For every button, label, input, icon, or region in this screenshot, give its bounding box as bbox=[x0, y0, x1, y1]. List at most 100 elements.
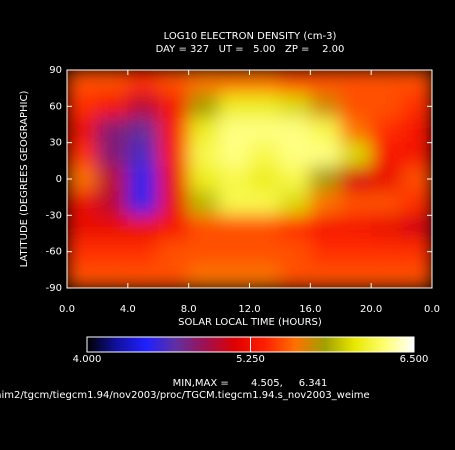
cell bbox=[249, 93, 281, 119]
cell bbox=[67, 239, 98, 265]
cell bbox=[249, 70, 281, 95]
cell bbox=[157, 93, 190, 119]
cell bbox=[67, 142, 98, 168]
x-tick-label: 4.0 bbox=[120, 304, 136, 315]
cell bbox=[279, 117, 311, 144]
cell bbox=[401, 166, 432, 192]
heatmap bbox=[67, 70, 432, 288]
cell bbox=[188, 239, 220, 265]
cell bbox=[309, 93, 342, 119]
colorbar-tick-label: 5.250 bbox=[236, 354, 265, 365]
cell bbox=[340, 263, 372, 288]
cell bbox=[127, 93, 159, 119]
cell bbox=[218, 190, 250, 216]
y-tick-label: -90 bbox=[46, 283, 62, 294]
x-tick-label: 16.0 bbox=[299, 304, 321, 315]
cell bbox=[157, 239, 190, 265]
cell bbox=[370, 142, 403, 168]
x-tick-label: 20.0 bbox=[360, 304, 382, 315]
min-max: MIN,MAX = 4.505, 6.341 bbox=[173, 378, 328, 389]
colorbar-tick-label: 6.500 bbox=[400, 354, 429, 365]
cell bbox=[249, 166, 281, 192]
cell bbox=[67, 190, 98, 216]
cell bbox=[188, 263, 220, 288]
cell bbox=[67, 93, 98, 119]
cell bbox=[370, 190, 403, 216]
cell bbox=[67, 214, 98, 241]
y-tick-label: -60 bbox=[46, 247, 62, 258]
y-tick-label: 90 bbox=[49, 65, 62, 76]
cell bbox=[67, 263, 98, 288]
cell bbox=[127, 70, 159, 95]
x-tick-label: 12.0 bbox=[238, 304, 260, 315]
cell bbox=[249, 142, 281, 168]
cell bbox=[188, 142, 220, 168]
cell bbox=[67, 70, 98, 95]
cell bbox=[370, 117, 403, 144]
chart-subtitle: DAY = 327 UT = 5.00 ZP = 2.00 bbox=[156, 44, 345, 55]
cell bbox=[401, 239, 432, 265]
cell bbox=[370, 263, 403, 288]
cell bbox=[401, 190, 432, 216]
cell bbox=[188, 166, 220, 192]
cell bbox=[157, 214, 190, 241]
cell bbox=[96, 263, 129, 288]
cell bbox=[96, 117, 129, 144]
y-tick-label: 0 bbox=[56, 174, 62, 185]
cell bbox=[401, 117, 432, 144]
cell bbox=[309, 166, 342, 192]
cell bbox=[249, 214, 281, 241]
x-tick-label: 0.0 bbox=[424, 304, 440, 315]
cell bbox=[96, 239, 129, 265]
cell bbox=[218, 214, 250, 241]
cell bbox=[249, 239, 281, 265]
cell bbox=[401, 214, 432, 241]
cell bbox=[309, 214, 342, 241]
cell bbox=[157, 142, 190, 168]
cell bbox=[370, 214, 403, 241]
cell bbox=[157, 70, 190, 95]
cell bbox=[279, 214, 311, 241]
cell bbox=[96, 166, 129, 192]
cell bbox=[370, 93, 403, 119]
cell bbox=[127, 214, 159, 241]
cell bbox=[249, 117, 281, 144]
cell bbox=[279, 70, 311, 95]
source-path: /aim2/tgcm/tiegcm1.94/nov2003/proc/TGCM.… bbox=[0, 390, 370, 401]
cell bbox=[127, 142, 159, 168]
cell bbox=[218, 142, 250, 168]
cell bbox=[96, 93, 129, 119]
cell bbox=[218, 239, 250, 265]
cell bbox=[188, 117, 220, 144]
cell bbox=[279, 93, 311, 119]
cell bbox=[67, 166, 98, 192]
cell bbox=[188, 93, 220, 119]
cell bbox=[157, 117, 190, 144]
colorbar-tick-label: 4.000 bbox=[73, 354, 102, 365]
cell bbox=[401, 70, 432, 95]
cell bbox=[340, 142, 372, 168]
cell bbox=[218, 93, 250, 119]
y-tick-label: 60 bbox=[49, 101, 62, 112]
cell bbox=[401, 142, 432, 168]
cell bbox=[127, 190, 159, 216]
cell bbox=[188, 214, 220, 241]
cell bbox=[340, 166, 372, 192]
y-tick-label: -30 bbox=[46, 210, 62, 221]
cell bbox=[340, 190, 372, 216]
cell bbox=[401, 93, 432, 119]
cell bbox=[309, 263, 342, 288]
cell bbox=[309, 70, 342, 95]
cell bbox=[96, 214, 129, 241]
cell bbox=[279, 190, 311, 216]
plot-area bbox=[67, 70, 432, 288]
y-tick-label: 30 bbox=[49, 138, 62, 149]
cell bbox=[249, 190, 281, 216]
cell bbox=[188, 190, 220, 216]
cell bbox=[218, 70, 250, 95]
cell bbox=[370, 70, 403, 95]
cell bbox=[340, 70, 372, 95]
cell bbox=[401, 263, 432, 288]
cell bbox=[249, 263, 281, 288]
